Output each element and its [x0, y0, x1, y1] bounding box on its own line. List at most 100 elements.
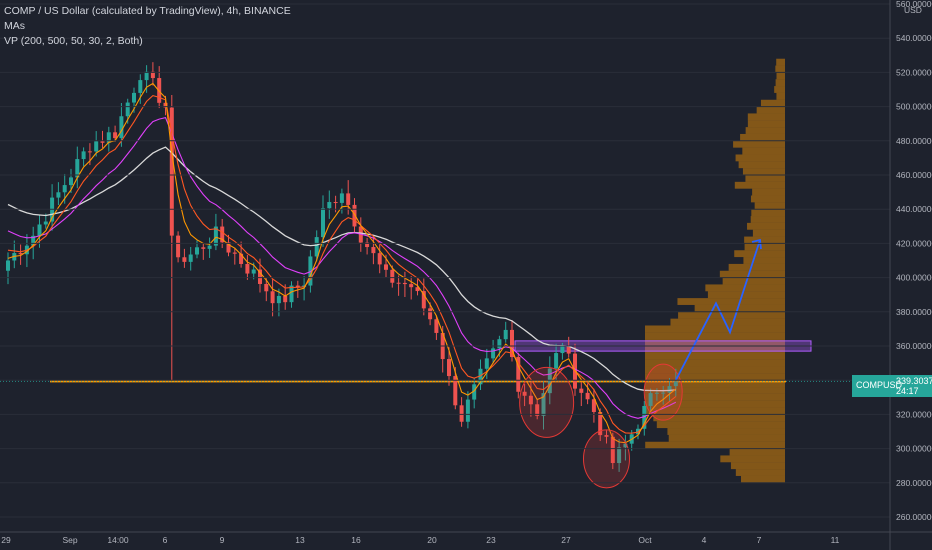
volume-profile-bar — [677, 298, 785, 305]
y-tick-label: 520.00000 — [896, 67, 932, 77]
projection-path — [675, 239, 761, 381]
volume-profile-bar — [745, 127, 785, 134]
volume-profile-bar — [645, 393, 785, 401]
candle-body — [528, 395, 533, 405]
volume-profile-bar — [735, 469, 785, 476]
y-axis-unit: USD — [904, 5, 922, 15]
candle-body — [591, 399, 596, 412]
candle-body — [94, 141, 99, 152]
y-tick-label: 300.00000 — [896, 444, 932, 454]
volume-profile-bar — [645, 407, 785, 415]
volume-profile-bar — [750, 216, 785, 223]
candle-body — [245, 263, 250, 274]
highlight-circle — [519, 366, 575, 438]
volume-profile-bar — [645, 332, 785, 340]
candle-body — [409, 284, 414, 288]
candle-body — [132, 92, 136, 103]
y-tick-label: 360.00000 — [896, 341, 932, 351]
volume-profile-bar — [744, 236, 785, 244]
volume-profile-bar — [645, 387, 785, 394]
candle-body — [182, 257, 187, 262]
candle-body — [163, 102, 168, 108]
volume-profile-bar — [734, 250, 785, 258]
volume-profile-bar — [742, 147, 785, 155]
candle-body — [100, 141, 105, 143]
volume-profile-bar — [645, 359, 785, 367]
y-tick-label: 540.00000 — [896, 33, 932, 43]
volume-profile-bar — [738, 161, 785, 169]
candle-body — [371, 247, 376, 254]
candle-body — [226, 242, 231, 253]
candle-body — [503, 329, 508, 340]
volume-profile-bar — [678, 311, 785, 319]
volume-profile-bar — [747, 113, 785, 121]
volume-profile-bar — [645, 380, 785, 388]
volume-profile-bar — [760, 99, 785, 107]
x-tick-label: 29 — [1, 535, 11, 545]
volume-profile-bar — [776, 58, 785, 66]
volume-profile-bar — [719, 270, 785, 278]
candle-body — [642, 405, 647, 429]
candle-body — [396, 282, 401, 284]
moving-averages — [7, 82, 677, 444]
candle-body — [43, 221, 48, 225]
candle-body — [188, 254, 193, 262]
ma-9-line — [7, 82, 677, 444]
candle-body — [377, 253, 382, 265]
highlight-circle — [583, 429, 630, 489]
volume-profile-bar — [645, 339, 785, 346]
volume-profile-bar — [645, 441, 785, 449]
volume-profile-bar — [747, 120, 785, 128]
candle-body — [125, 102, 130, 117]
volume-profile-bar — [742, 168, 785, 175]
volume-profile-bar — [776, 92, 785, 100]
y-tick-label: 460.00000 — [896, 170, 932, 180]
volume-profile-bar — [645, 373, 785, 381]
price-tag-countdown: 24:17 — [896, 386, 919, 396]
volume-profile-bar — [740, 133, 785, 141]
annotations — [519, 238, 762, 489]
candle-body — [289, 285, 294, 303]
candles — [6, 62, 678, 472]
candle-body — [176, 235, 181, 258]
candle-body — [327, 202, 332, 209]
volume-profile-label[interactable]: VP (200, 500, 50, 30, 2, Both) — [4, 35, 143, 47]
candle-body — [106, 132, 111, 143]
candle-body — [276, 295, 281, 304]
candle-body — [478, 368, 483, 385]
volume-profile-bar — [694, 304, 785, 312]
candle-body — [270, 291, 275, 304]
ma-indicator-label[interactable]: MAs — [4, 20, 25, 32]
candle-body — [213, 226, 218, 246]
candle-body — [459, 405, 464, 422]
candle-body — [75, 159, 80, 178]
candle-body — [541, 393, 546, 416]
candle-body — [365, 242, 370, 248]
volume-profile-bar — [720, 455, 785, 463]
candle-body — [31, 235, 36, 246]
x-tick-label: 23 — [486, 535, 496, 545]
volume-profile-bar — [743, 257, 785, 264]
candle-body — [491, 348, 496, 359]
volume-profile-bar — [752, 188, 785, 196]
volume-profile-bar — [735, 154, 785, 162]
candle-body — [295, 285, 300, 288]
candle-body — [56, 192, 61, 198]
candle-body — [346, 193, 351, 205]
candle-body — [453, 376, 458, 406]
volume-profile-bar — [670, 318, 785, 326]
volume-profile-bar — [656, 421, 785, 429]
candle-body — [661, 392, 666, 394]
candle-body — [150, 71, 155, 79]
x-tick-label: 16 — [351, 535, 361, 545]
y-tick-label: 500.00000 — [896, 102, 932, 112]
candle-body — [390, 269, 395, 283]
candle-body — [648, 393, 653, 406]
volume-profile-bar — [752, 229, 785, 237]
y-tick-label: 400.00000 — [896, 273, 932, 283]
candle-body — [434, 319, 439, 333]
candle-body — [610, 436, 615, 464]
candle-body — [447, 359, 451, 377]
candle-body — [138, 80, 143, 93]
